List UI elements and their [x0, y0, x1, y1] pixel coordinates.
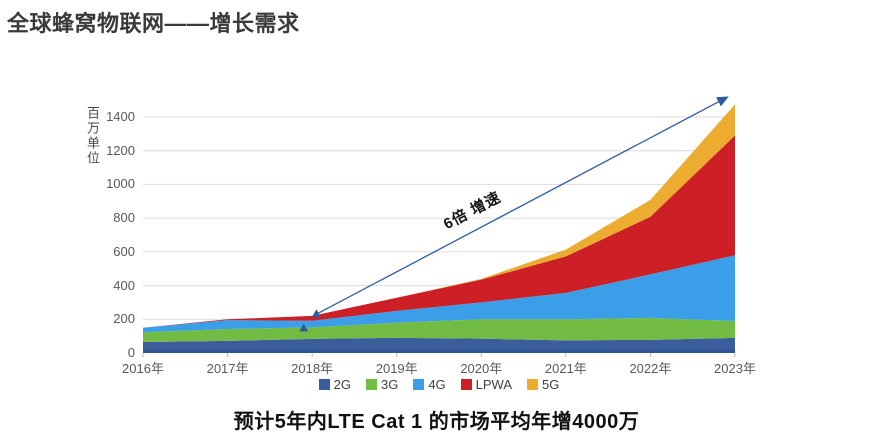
x-tick-label: 2022年 — [629, 361, 672, 376]
x-tick-label: 2020年 — [460, 361, 503, 376]
legend-swatch-LPWA — [460, 379, 472, 390]
y-axis-title: 百万单位 — [85, 106, 100, 166]
caption: 预计5年内LTE Cat 1 的市场平均年增4000万 — [233, 411, 640, 433]
legend-swatch-4G — [413, 379, 425, 390]
legend-swatch-5G — [527, 379, 539, 390]
growth-arrow — [316, 96, 729, 315]
legend-label: 4G — [428, 377, 446, 392]
legend-swatch-2G — [318, 379, 330, 390]
x-tick-label: 2017年 — [206, 361, 249, 376]
legend-item-2G: 2G — [318, 377, 351, 392]
y-tick-label: 600 — [113, 243, 135, 259]
legend-label: LPWA — [475, 377, 513, 392]
x-tick-label: 2019年 — [375, 361, 418, 376]
y-tick-label: 400 — [113, 277, 135, 293]
y-tick-label: 800 — [113, 210, 135, 226]
x-tick-label: 2023年 — [714, 361, 756, 376]
x-tick-label: 2018年 — [291, 361, 334, 376]
y-tick-label: 1400 — [106, 108, 135, 124]
y-tick-label: 1200 — [106, 142, 135, 158]
legend-label: 5G — [542, 377, 560, 392]
legend-item-3G: 3G — [365, 377, 399, 392]
area-4G — [143, 255, 735, 333]
legend-item-4G: 4G — [413, 377, 446, 392]
legend-label: 2G — [333, 377, 351, 392]
y-tick-label: 1000 — [106, 176, 135, 192]
legend-item-5G: 5G — [527, 377, 559, 392]
x-tick-label: 2016年 — [122, 361, 164, 376]
y-tick-label: 200 — [113, 311, 135, 327]
x-tick-label: 2021年 — [544, 361, 587, 376]
legend-item-LPWA: LPWA — [460, 377, 513, 392]
legend-label: 3G — [380, 377, 399, 392]
triangle-marker — [311, 309, 321, 318]
plot-area — [142, 96, 736, 357]
y-tick-label: 0 — [127, 345, 135, 360]
chart-legend: 2G 3G 4G LPWA 5G — [143, 377, 735, 392]
area-3G — [143, 317, 735, 343]
area-LPWA — [143, 135, 735, 328]
page-title: 全球蜂窝物联网——增长需求 — [7, 11, 300, 36]
legend-swatch-3G — [365, 379, 377, 390]
triangle-marker — [299, 323, 309, 332]
